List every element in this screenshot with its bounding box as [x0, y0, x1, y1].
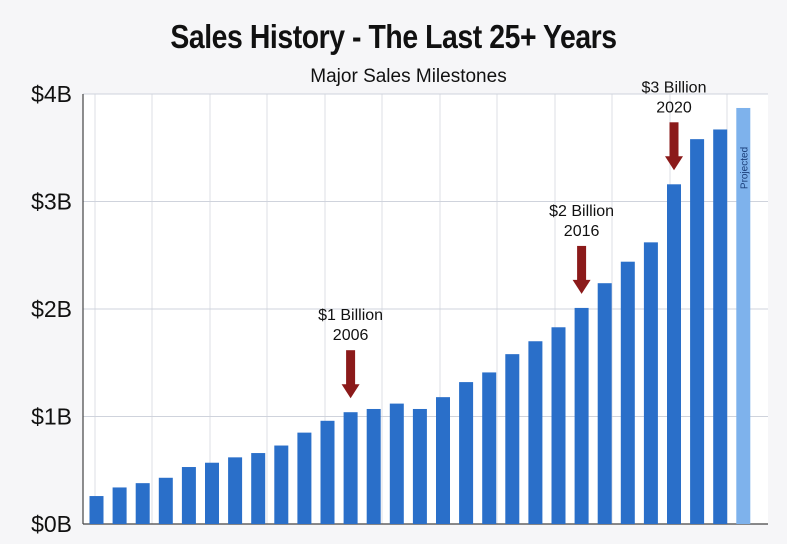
milestone-label: $1 Billion — [318, 307, 383, 324]
sales-bar — [343, 412, 358, 524]
sales-bar — [181, 467, 196, 524]
sales-bar — [436, 397, 450, 524]
sales-bar — [158, 477, 173, 524]
sales-bar — [205, 462, 219, 524]
sales-bar — [297, 432, 312, 524]
y-tick-label: $3B — [31, 189, 72, 215]
milestone-arrow-head — [665, 156, 683, 171]
milestone-arrow-shaft — [577, 245, 587, 282]
milestone-arrow-shaft — [346, 350, 356, 387]
projected-bar — [736, 107, 751, 524]
milestone-arrow-head — [341, 384, 360, 399]
sales-bar — [112, 487, 127, 524]
sales-bar — [412, 408, 427, 524]
milestone-year: 2006 — [333, 327, 369, 344]
sales-bar — [597, 283, 612, 524]
sales-bar — [713, 129, 728, 524]
sales-bar — [251, 453, 266, 524]
sales-bar — [551, 327, 566, 524]
sales-bar — [135, 483, 150, 524]
sales-bar — [459, 382, 474, 524]
sales-bar — [667, 184, 681, 525]
sales-bar — [320, 420, 335, 524]
sales-bar — [366, 408, 381, 524]
sales-bar — [505, 354, 520, 524]
y-tick-label: $0B — [31, 511, 72, 537]
projected-bar-label: Projected — [739, 147, 750, 189]
milestone-year: 2020 — [656, 99, 692, 116]
sales-bar — [574, 307, 589, 524]
sales-bar — [528, 341, 543, 524]
sales-bar — [643, 242, 658, 524]
sales-bar — [482, 372, 497, 524]
milestone-arrow-head — [572, 279, 591, 294]
y-tick-label: $1B — [31, 404, 72, 430]
chart-title: Sales History - The Last 25+ Years — [170, 18, 617, 55]
milestone-label: $3 Billion — [642, 79, 707, 96]
milestone-label: $2 Billion — [549, 203, 614, 220]
y-tick-label: $2B — [31, 296, 72, 322]
sales-bar — [690, 139, 705, 524]
sales-bar — [274, 445, 289, 524]
milestone-year: 2016 — [564, 223, 600, 240]
sales-bar — [89, 496, 104, 524]
milestone-arrow-shaft — [669, 122, 679, 159]
sales-bar — [620, 261, 635, 524]
y-tick-label: $4B — [31, 81, 72, 107]
sales-bar — [389, 403, 404, 524]
chart-subtitle: Major Sales Milestones — [310, 66, 507, 87]
sales-bar — [228, 457, 243, 524]
